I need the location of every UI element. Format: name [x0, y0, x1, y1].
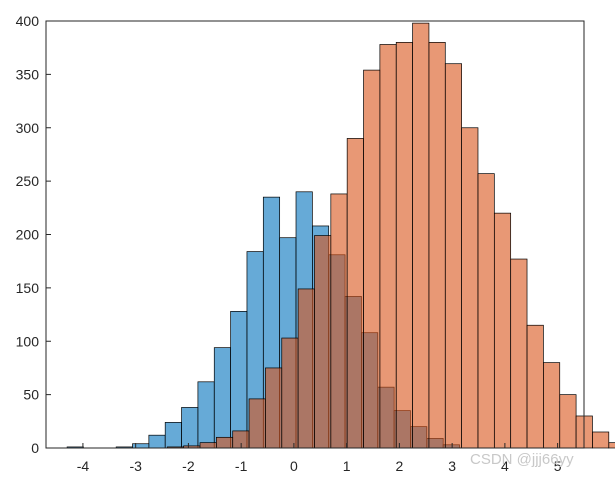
histogram-bar-series-2-bin-9: [297, 288, 315, 449]
y-tick-label: 50: [23, 387, 39, 403]
x-tick-label: -4: [77, 458, 90, 474]
y-tick-label: 100: [16, 333, 40, 349]
x-tick-label: 0: [290, 458, 298, 474]
histogram-bar-series-2-bin-13: [363, 69, 381, 449]
histogram-bar-series-2-bin-18: [444, 63, 462, 449]
histogram-bar-series-2-bin-12: [346, 138, 364, 449]
histogram-bar-series-2-bin-7: [265, 367, 283, 449]
x-tick-label: 5: [554, 458, 562, 474]
histogram-bar-series-1-bin-6: [181, 407, 199, 449]
histogram-bar-series-1-bin-7: [197, 381, 215, 449]
y-tick-label: 350: [16, 66, 40, 82]
x-tick-label: -1: [235, 458, 248, 474]
y-tick-label: 0: [31, 440, 39, 456]
histogram-bar-series-2-bin-25: [559, 394, 577, 449]
histogram-bar-series-2-bin-17: [428, 41, 446, 449]
histogram-bar-series-2-bin-3: [199, 442, 217, 449]
histogram-bar-series-2-bin-20: [477, 173, 495, 449]
histogram-bar-series-2-bin-16: [412, 22, 430, 449]
x-tick-label: 1: [343, 458, 351, 474]
histogram-bar-series-2-bin-11: [330, 193, 348, 449]
y-tick-label: 400: [16, 13, 40, 29]
x-tick-label: -3: [129, 458, 142, 474]
y-tick-label: 250: [16, 173, 40, 189]
histogram-bar-series-1-bin-9: [230, 311, 248, 449]
histogram-bar-series-2-bin-8: [281, 337, 299, 449]
histogram-bar-series-2-bin-14: [379, 44, 397, 449]
watermark-text: CSDN @jjj66yy: [470, 451, 574, 468]
histogram-bar-series-2-bin-4: [216, 436, 234, 449]
x-tick-label: 3: [448, 458, 456, 474]
histogram-bar-series-1-bin-5: [164, 422, 182, 449]
histogram-bar-series-2-bin-6: [248, 398, 266, 449]
y-tick-label: 200: [16, 227, 40, 243]
histogram-bar-series-1-bin-4: [148, 434, 166, 449]
x-tick-label: 2: [395, 458, 403, 474]
y-tick-label: 150: [16, 280, 40, 296]
histogram-bar-series-2-bin-10: [314, 235, 332, 449]
histogram-bar-series-2-bin-19: [461, 127, 479, 449]
histogram-bar-series-2-bin-27: [592, 431, 610, 449]
histogram-bar-series-2-bin-21: [493, 212, 512, 449]
histogram-bar-series-2-bin-28: [608, 442, 615, 449]
histogram-bar-series-2-bin-24: [543, 362, 561, 449]
x-tick-label: 4: [501, 458, 509, 474]
histogram-bar-series-2-bin-22: [510, 258, 528, 449]
x-tick-label: -2: [182, 458, 195, 474]
histogram-bar-series-2-bin-23: [526, 324, 544, 449]
y-tick-label: 300: [16, 120, 40, 136]
histogram-bar-series-1-bin-3: [132, 443, 150, 449]
histogram-bar-series-2-bin-15: [395, 41, 413, 449]
histogram-bar-series-1-bin-8: [213, 347, 231, 449]
